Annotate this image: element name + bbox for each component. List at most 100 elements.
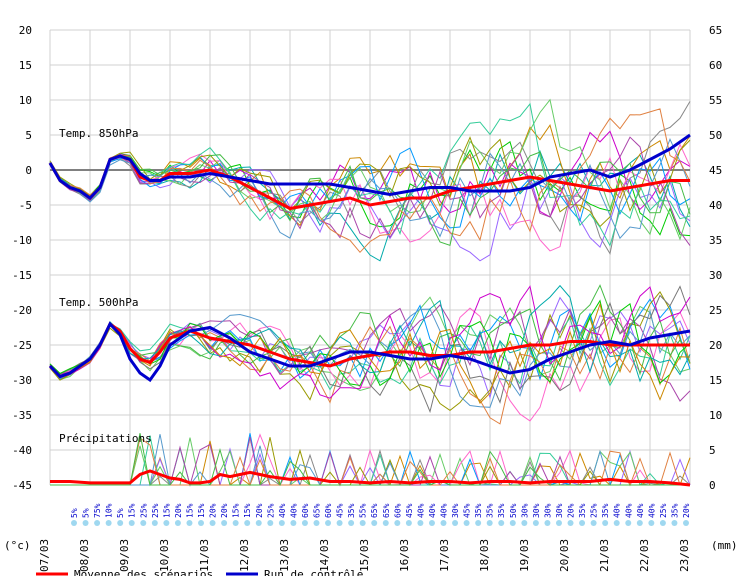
precip-percent-label: 30% — [451, 503, 460, 518]
x-tick-label: 11/03 — [198, 539, 211, 572]
precip-marker — [105, 520, 112, 526]
precip-percent-label: 75% — [93, 503, 102, 518]
precip-percent-label: 30% — [520, 503, 529, 518]
precip-marker — [325, 520, 332, 526]
precip-percent-label: 65% — [370, 503, 379, 518]
y-left-tick-label: 15 — [19, 59, 32, 72]
ensemble-member-line — [49, 147, 691, 229]
precip-marker — [232, 520, 239, 526]
y-right-unit: (mm) — [711, 539, 738, 552]
ensemble-member-line — [49, 151, 691, 247]
850-control-line — [48, 133, 691, 200]
ensemble-member-line — [49, 284, 691, 383]
x-tick-label: 08/03 — [78, 539, 91, 572]
y-left-tick-label: -25 — [12, 339, 32, 352]
precip-percent-label: 65% — [312, 503, 321, 518]
precip-percent-label: 65% — [382, 503, 391, 518]
precip-marker — [209, 520, 216, 526]
precip-marker — [428, 520, 435, 526]
y-right-tick-label: 25 — [709, 304, 722, 317]
precip-percent-label: 10% — [105, 503, 114, 518]
ensemble-member-line — [49, 136, 691, 228]
precip-marker — [371, 520, 378, 526]
precip-marker — [336, 520, 343, 526]
precip-marker — [521, 520, 528, 526]
main-series — [48, 133, 691, 487]
precip-percent-label: 45% — [405, 503, 414, 518]
precip-marker — [151, 520, 158, 526]
precip-marker — [636, 520, 643, 526]
y-right-tick-label: 65 — [709, 24, 722, 37]
ensemble-precip-line — [50, 433, 690, 487]
y-right-tick-label: 40 — [709, 199, 722, 212]
precip-percent-label: 20% — [567, 503, 576, 518]
precip-marker — [128, 520, 135, 526]
precip-marker — [417, 520, 424, 526]
precip-marker — [486, 520, 493, 526]
precip-percent-label: 15% — [185, 503, 194, 518]
precip-percent-label: 45% — [336, 503, 345, 518]
precip-percent-label: 35% — [347, 503, 356, 518]
precip-percent-label: 20% — [220, 503, 229, 518]
x-tick-label: 14/03 — [318, 539, 331, 572]
precip-percent-label: 15% — [197, 503, 206, 518]
y-right-tick-label: 30 — [709, 269, 722, 282]
y-right-tick-label: 0 — [709, 479, 716, 492]
precip-percent-label: 45% — [463, 503, 472, 518]
y-left-tick-label: -20 — [12, 304, 32, 317]
precip-marker — [82, 520, 89, 526]
ensemble-member-line — [49, 138, 691, 240]
ensemble-member-line — [49, 324, 691, 425]
ensemble-member-line — [49, 102, 691, 247]
precip-marker — [475, 520, 482, 526]
precip-marker — [163, 520, 170, 526]
precip-percent-label: 55% — [359, 503, 368, 518]
ensemble-member-line — [49, 108, 691, 254]
precip-percent-label: 25% — [659, 503, 668, 518]
x-tick-label: 21/03 — [598, 539, 611, 572]
x-tick-label: 09/03 — [118, 539, 131, 572]
precip-marker — [555, 520, 562, 526]
precip-marker — [117, 520, 124, 526]
y-right-tick-label: 60 — [709, 59, 722, 72]
precip-marker — [625, 520, 632, 526]
precip-marker — [498, 520, 505, 526]
y-right-tick-label: 55 — [709, 94, 722, 107]
precip-percent-label: 35% — [486, 503, 495, 518]
x-tick-label: 23/03 — [678, 539, 691, 572]
precip-percent-label: 20% — [174, 503, 183, 518]
precip-percent-label: 30% — [543, 503, 552, 518]
legend: Moyenne des scénarios Run de contrôle — [36, 568, 363, 576]
precip-mean-line — [50, 469, 691, 487]
500-control-line — [48, 321, 691, 383]
precip-percent-label: 60% — [393, 503, 402, 518]
y-right-tick-label: 50 — [709, 129, 722, 142]
ensemble-members — [49, 98, 691, 487]
precip-percent-label: 15% — [162, 503, 171, 518]
y-right-tick-label: 15 — [709, 374, 722, 387]
precip-marker — [94, 520, 101, 526]
precip-percent-label: 5% — [70, 508, 79, 518]
y-right-tick-label: 5 — [709, 444, 716, 457]
precip-marker — [613, 520, 620, 526]
y-left-tick-label: 20 — [19, 24, 32, 37]
precip-marker — [382, 520, 389, 526]
legend-label-control: Run de contrôle — [264, 568, 363, 576]
x-tick-label: 10/03 — [158, 539, 171, 572]
precip-percent-label: 60% — [324, 503, 333, 518]
precip-percent-label: 15% — [243, 503, 252, 518]
precip-marker — [221, 520, 228, 526]
precip-percent-label: 40% — [440, 503, 449, 518]
y-left-tick-label: -40 — [12, 444, 32, 457]
precip-percent-label: 30% — [532, 503, 541, 518]
precip-percent-label: 40% — [416, 503, 425, 518]
precip-percent-label: 25% — [266, 503, 275, 518]
x-tick-label: 12/03 — [238, 539, 251, 572]
y-left-tick-label: 5 — [25, 129, 32, 142]
ensemble-member-line — [49, 284, 691, 382]
precip-marker — [452, 520, 459, 526]
x-tick-label: 15/03 — [358, 539, 371, 572]
panel-label-850: Temp. 850hPa — [59, 127, 138, 140]
precip-percent-label: 35% — [474, 503, 483, 518]
precip-marker — [198, 520, 205, 526]
